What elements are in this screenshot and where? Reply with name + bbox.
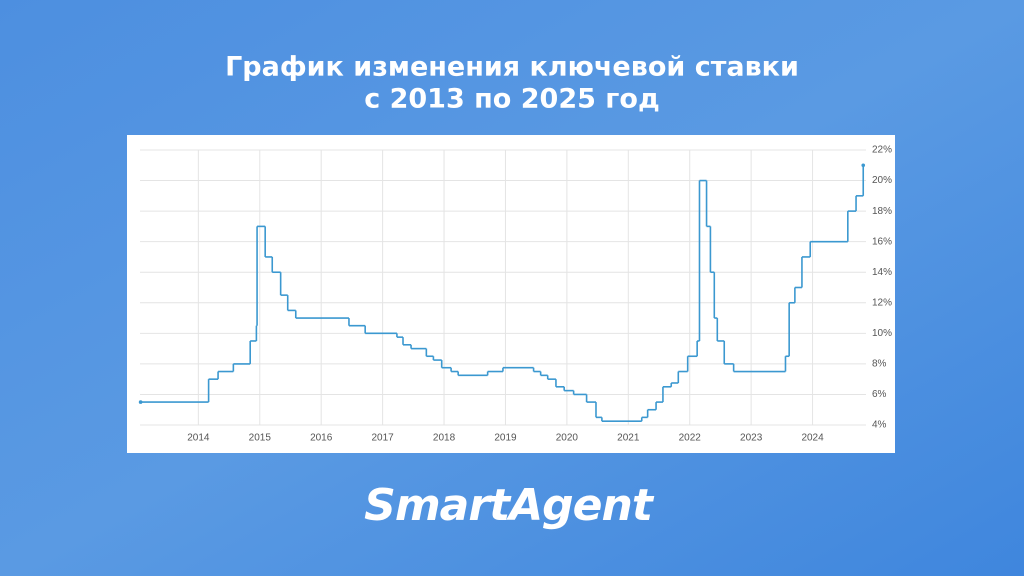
title-line: График изменения ключевой ставки (225, 52, 799, 83)
x-tick-label: 2016 (310, 433, 333, 444)
end-point (861, 163, 866, 168)
plot: 4% 6% 8% 10% 12% 14% 16% 18% 20% 22% 2014 2015 2016 2… (138, 145, 892, 444)
x-tick-label: 2024 (801, 433, 824, 444)
end-point (138, 400, 143, 404)
x-tick-label: 2018 (433, 433, 456, 444)
y-tick-label: 4% (872, 420, 887, 431)
y-tick-label: 16% (872, 236, 892, 247)
x-tick-label: 2021 (617, 433, 640, 444)
x-tick-label: 2020 (556, 433, 579, 444)
x-tick-label: 2015 (249, 433, 272, 444)
y-tick-label: 20% (872, 175, 892, 186)
x-tick-label: 2022 (679, 433, 702, 444)
y-tick-label: 12% (872, 297, 892, 308)
x-tick-label: 2017 (371, 433, 394, 444)
title-line: с 2013 по 2025 год (364, 84, 660, 115)
brand-logo: SmartAgent (364, 480, 655, 531)
y-tick-label: 10% (872, 328, 892, 339)
x-tick-label: 2014 (187, 433, 210, 444)
y-tick-label: 8% (872, 359, 887, 370)
x-tick-label: 2023 (740, 433, 763, 444)
y-tick-label: 14% (872, 267, 892, 278)
chart-panel (127, 135, 895, 453)
y-tick-label: 6% (872, 389, 887, 400)
y-tick-label: 22% (872, 145, 892, 156)
y-tick-label: 18% (872, 206, 892, 217)
x-tick-label: 2019 (494, 433, 517, 444)
